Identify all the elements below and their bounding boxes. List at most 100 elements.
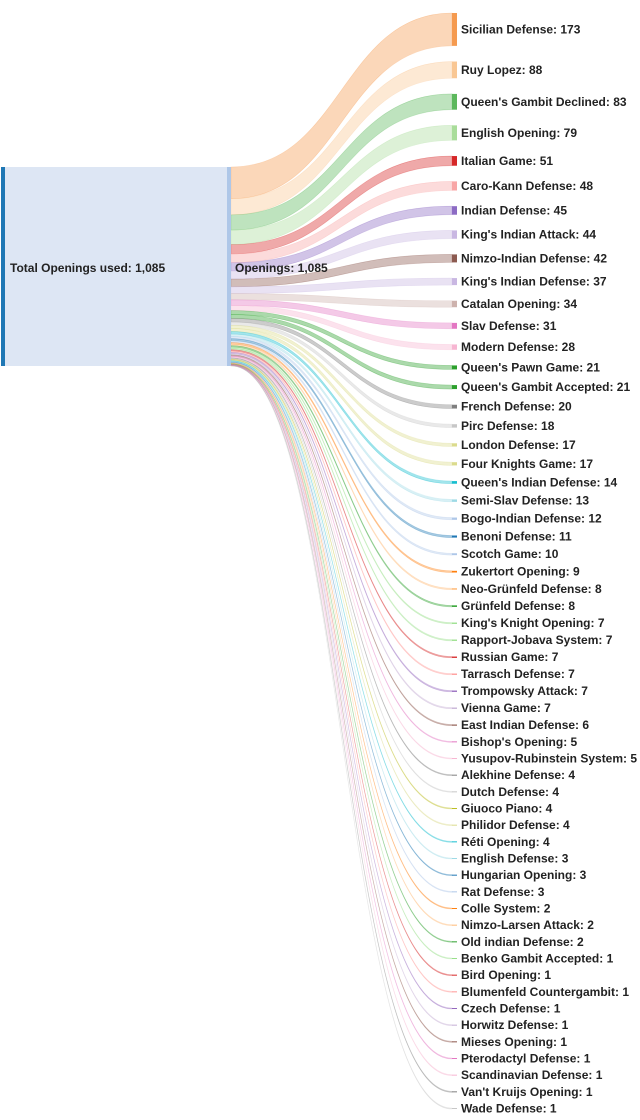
target-node-bar (452, 1024, 457, 1026)
target-node-bar (452, 824, 457, 826)
target-node-bar (452, 774, 457, 776)
target-label: London Defense: 17 (461, 438, 576, 452)
target-label: Philidor Defense: 4 (461, 818, 570, 832)
target-label: Queen's Gambit Accepted: 21 (461, 380, 630, 394)
target-labels: Sicilian Defense: 173 Ruy Lopez: 88 Queen'… (461, 22, 637, 1115)
target-label: Tarrasch Defense: 7 (461, 667, 575, 681)
target-label: Wade Defense: 1 (461, 1102, 557, 1116)
target-label: English Defense: 3 (461, 852, 569, 866)
target-node-bar (452, 535, 457, 538)
target-label: Catalan Opening: 34 (461, 297, 577, 311)
sankey-link (230, 364, 453, 993)
target-label: Hungarian Opening: 3 (461, 868, 587, 882)
sankey-link (230, 363, 453, 943)
target-node-bar (452, 924, 457, 926)
target-node-bar (452, 365, 457, 370)
target-label: Queen's Indian Defense: 14 (461, 475, 618, 489)
sankey-link (230, 362, 453, 910)
target-node-bar (452, 278, 457, 286)
target-node-bar (452, 941, 457, 943)
target-label: Horwitz Defense: 1 (461, 1018, 569, 1032)
target-label: Ruy Lopez: 88 (461, 63, 543, 77)
root-node-bar (1, 167, 5, 366)
sankey-link (230, 357, 453, 776)
sankey-link (230, 336, 453, 521)
sankey-link (230, 305, 453, 351)
target-node-bar (452, 181, 457, 191)
target-label: Benoni Defense: 11 (461, 530, 572, 544)
target-label: Blumenfeld Countergambit: 1 (461, 985, 629, 999)
target-node-bar (452, 300, 457, 308)
target-label: King's Indian Attack: 44 (461, 228, 596, 242)
target-label: French Defense: 20 (461, 400, 572, 414)
target-label: Van't Kruijs Opening: 1 (461, 1085, 593, 1099)
target-node-bar (452, 570, 457, 573)
sankey-link (230, 364, 453, 1010)
target-label: Bishop's Opening: 5 (461, 735, 578, 749)
sankey-link (230, 346, 453, 625)
target-node-bar (452, 230, 457, 239)
target-label: Sicilian Defense: 173 (461, 22, 581, 36)
target-node-bar (452, 891, 457, 893)
target-node-bar (452, 254, 457, 263)
target-label: Rat Defense: 3 (461, 885, 545, 899)
target-label: East Indian Defense: 6 (461, 718, 589, 732)
target-node-bar (452, 791, 457, 793)
middle-node-bar (227, 167, 231, 366)
target-label: Vienna Game: 7 (461, 701, 551, 715)
target-label: Zukertort Opening: 9 (461, 565, 580, 579)
sankey-link (230, 314, 453, 390)
target-label: Rapport-Jobava System: 7 (461, 633, 613, 647)
target-node-bar (452, 741, 457, 743)
target-label: English Opening: 79 (461, 126, 577, 140)
sankey-link (230, 358, 453, 793)
sankey-link (230, 293, 453, 308)
sankey-link (230, 343, 453, 591)
sankey-link (230, 364, 453, 1026)
target-label: Old indian Defense: 2 (461, 935, 584, 949)
target-node-bar (452, 517, 457, 520)
target-label: Scotch Game: 10 (461, 547, 559, 561)
target-node-bar (452, 385, 457, 390)
target-label: Indian Defense: 45 (461, 203, 567, 217)
target-label: Nimzo-Indian Defense: 42 (461, 251, 607, 265)
target-label: Alekhine Defense: 4 (461, 768, 575, 782)
target-label: Queen's Pawn Game: 21 (461, 360, 600, 374)
target-node-bar (452, 61, 457, 79)
target-node-bar (452, 404, 457, 409)
target-label: Bogo-Indian Defense: 12 (461, 512, 602, 526)
sankey-link (230, 338, 453, 538)
sankey-link (230, 299, 453, 330)
sankey-link (230, 358, 453, 810)
target-node-bar (452, 156, 457, 166)
sankey-link (230, 360, 453, 843)
target-label: Yusupov-Rubinstein System: 5 (461, 752, 637, 766)
sankey-link (230, 277, 453, 294)
target-node-bar (452, 322, 457, 329)
target-node-bar (452, 605, 457, 607)
target-label: Giuoco Piano: 4 (461, 802, 553, 816)
sankey-link (230, 342, 453, 573)
target-node-bar (452, 991, 457, 993)
target-node-bar (452, 588, 457, 590)
target-label: Queen's Gambit Declined: 83 (461, 95, 627, 109)
target-label: Dutch Defense: 4 (461, 785, 559, 799)
target-label: Pirc Defense: 18 (461, 419, 555, 433)
target-label: Slav Defense: 31 (461, 319, 557, 333)
target-node-bar (452, 1058, 457, 1060)
sankey-link (230, 340, 453, 556)
root-node-label: Total Openings used: 1,085 (10, 261, 165, 275)
target-label: Caro-Kann Defense: 48 (461, 179, 593, 193)
target-node-bar (452, 690, 457, 692)
target-node-bar (452, 858, 457, 860)
sankey-link (230, 356, 453, 760)
sankey-links (230, 12, 453, 1110)
target-node-bar (452, 673, 457, 675)
target-node-bar (452, 206, 457, 215)
target-label: King's Knight Opening: 7 (461, 616, 605, 630)
target-node-bar (452, 707, 457, 709)
target-label: Czech Defense: 1 (461, 1002, 561, 1016)
sankey-link (230, 310, 453, 370)
target-label: Neo-Grünfeld Defense: 8 (461, 582, 602, 596)
